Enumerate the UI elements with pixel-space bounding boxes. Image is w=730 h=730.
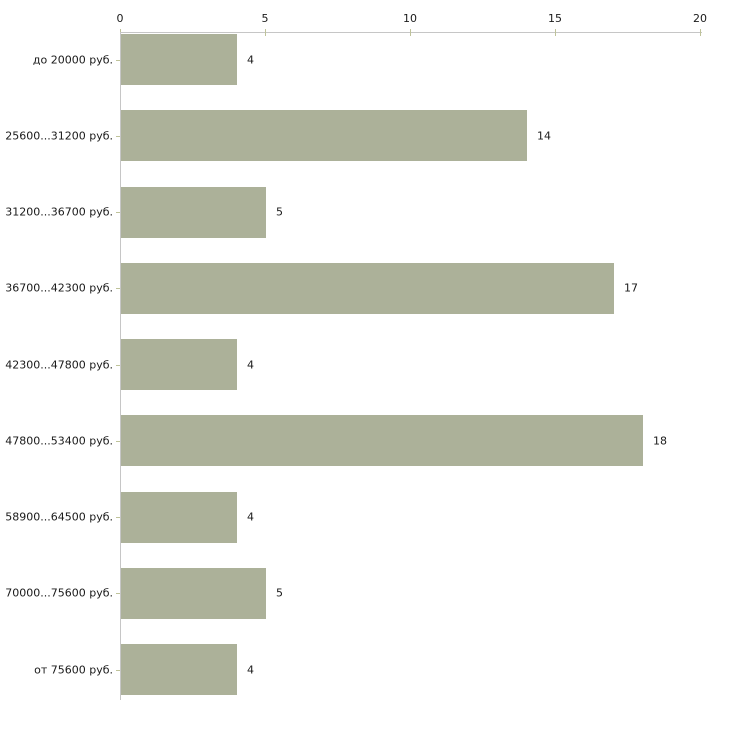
bar-value-label: 18 <box>653 434 667 448</box>
bar <box>121 262 614 314</box>
bar <box>121 644 237 695</box>
x-axis-line <box>120 32 702 33</box>
category-label: 25600...31200 руб. <box>5 129 113 143</box>
bar <box>121 34 237 85</box>
y-axis-line <box>120 32 121 700</box>
bar-value-label: 14 <box>537 129 551 143</box>
bar <box>121 567 266 619</box>
bar <box>121 186 266 238</box>
bar-value-label: 4 <box>247 358 254 371</box>
y-axis-tick <box>116 288 120 289</box>
bar-value-label: 4 <box>247 663 254 676</box>
bar-value-label: 4 <box>247 510 254 524</box>
x-axis-tick <box>700 29 701 36</box>
x-axis-tick <box>555 29 556 36</box>
bar <box>121 491 237 543</box>
bar-value-label: 5 <box>276 586 283 600</box>
y-axis-tick <box>116 60 120 61</box>
x-axis-tick <box>410 29 411 36</box>
category-label: 70000...75600 руб. <box>5 586 113 600</box>
bar <box>121 339 237 390</box>
bar-value-label: 4 <box>247 53 254 66</box>
bar-value-label: 5 <box>276 205 283 219</box>
category-label: от 75600 руб. <box>34 663 113 676</box>
y-axis-tick <box>116 212 120 213</box>
y-axis-tick <box>116 441 120 442</box>
category-label: 36700...42300 руб. <box>5 281 113 295</box>
category-label: 31200...36700 руб. <box>5 205 113 219</box>
bar-value-label: 17 <box>624 281 638 295</box>
y-axis-tick <box>116 670 120 671</box>
bar <box>121 415 643 467</box>
y-axis-tick <box>116 365 120 366</box>
x-axis-tick-label: 20 <box>693 12 707 25</box>
y-axis-tick <box>116 136 120 137</box>
category-label: 42300...47800 руб. <box>5 358 113 371</box>
x-axis-tick-label: 10 <box>403 12 417 25</box>
bar <box>121 110 527 162</box>
y-axis-tick <box>116 593 120 594</box>
category-label: 58900...64500 руб. <box>5 510 113 524</box>
x-axis-tick <box>265 29 266 36</box>
y-axis-tick <box>116 517 120 518</box>
x-axis-tick-label: 0 <box>116 12 124 25</box>
category-label: 47800...53400 руб. <box>5 434 113 448</box>
x-axis-tick-label: 5 <box>261 12 269 25</box>
x-axis-tick-label: 15 <box>548 12 562 25</box>
category-label: до 20000 руб. <box>32 53 113 66</box>
